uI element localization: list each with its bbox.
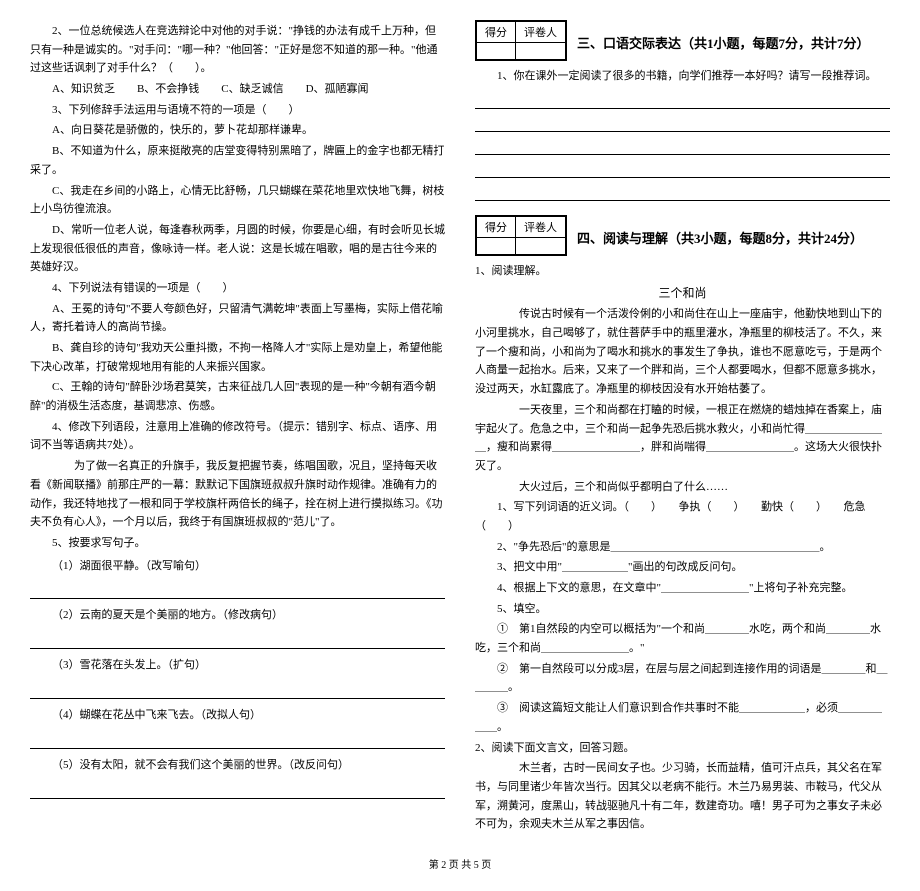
score-cell[interactable]: [477, 43, 516, 60]
reviewer-label: 评卷人: [516, 22, 566, 43]
q5-intro: 4、修改下列语段，注意用上准确的修改符号。（提示：错别字、标点、语序、用词不当等…: [30, 418, 445, 455]
q4-opt-b: B、龚自珍的诗句"我劝天公重抖擞，不拘一格降人才"实际上是劝皇上，希望他能下决心…: [30, 339, 445, 376]
answer-line[interactable]: [475, 161, 890, 178]
reviewer-label: 评卷人: [516, 216, 566, 237]
page-container: 2、一位总统候选人在竞选辩论中对他的对手说："挣钱的办法有成千上万种，但只有一种…: [30, 20, 890, 836]
reviewer-cell[interactable]: [516, 237, 566, 254]
score-box: 得分 评卷人: [475, 20, 567, 61]
page-footer: 第 2 页 共 5 页: [30, 856, 890, 871]
q4: 4、下列说法有错误的一项是（ ）: [30, 279, 445, 298]
q4-opt-c: C、王翰的诗句"醉卧沙场君莫笑，古来征战几人回"表现的是一种"今朝有酒今朝醉"的…: [30, 378, 445, 415]
q6-3: （3）雪花落在头发上。（扩句）: [30, 655, 445, 676]
r1-q5-3: ③ 阅读这篇短文能让人们意识到合作共事时不能＿＿＿＿＿＿，必须＿＿＿＿＿＿。: [475, 699, 890, 736]
r1-q2: 2、"争先恐后"的意思是＿＿＿＿＿＿＿＿＿＿＿＿＿＿＿＿＿＿＿。: [475, 538, 890, 557]
section-4-header: 得分 评卷人 四、阅读与理解（共3小题，每题8分，共计24分）: [475, 215, 890, 260]
q3-opt-a: A、向日葵花是骄傲的，快乐的，萝卜花却那样谦卑。: [30, 121, 445, 140]
q4-opt-a: A、王冕的诗句"不要人夸颜色好，只留清气满乾坤"表面上写墨梅，实际上借花喻人，寄…: [30, 300, 445, 337]
answer-line[interactable]: [30, 582, 445, 599]
reading-2: 2、阅读下面文言文，回答习题。: [475, 739, 890, 758]
q3-opt-b: B、不知道为什么，原来挺敞亮的店堂变得特别黑暗了，牌匾上的金字也都无精打采了。: [30, 142, 445, 179]
q5-body: 为了做一名真正的升旗手，我反复把握节奏，练唱国歌，况且，坚持每天收看《新闻联播》…: [30, 457, 445, 532]
score-box: 得分 评卷人: [475, 215, 567, 256]
answer-line[interactable]: [30, 682, 445, 699]
story-p3: 大火过后，三个和尚似乎都明白了什么……: [475, 478, 890, 497]
story-p2: 一天夜里，三个和尚都在打瞌的时候，一根正在燃烧的蜡烛掉在香案上，庙宇起火了。危急…: [475, 401, 890, 476]
q2-options: A、知识贫乏 B、不会挣钱 C、缺乏诚信 D、孤陋寡闻: [30, 80, 445, 99]
story-title: 三个和尚: [475, 284, 890, 301]
section-3-title: 三、口语交际表达（共1小题，每题7分，共计7分）: [577, 33, 870, 52]
answer-line[interactable]: [475, 115, 890, 132]
answer-line[interactable]: [30, 782, 445, 799]
r1-q5: 5、填空。: [475, 600, 890, 619]
r1-q5-2: ② 第一自然段可以分成3层，在层与层之间起到连接作用的词语是＿＿＿＿和＿＿＿＿。: [475, 660, 890, 697]
score-cell[interactable]: [477, 237, 516, 254]
story-p1: 传说古时候有一个活泼伶俐的小和尚住在山上一座庙宇，他勤快地到山下的小河里挑水，自…: [475, 305, 890, 398]
q2-intro: 2、一位总统候选人在竞选辩论中对他的对手说："挣钱的办法有成千上万种，但只有一种…: [30, 22, 445, 78]
r1-q4: 4、根据上下文的意思，在文章中"＿＿＿＿＿＿＿＿"上将句子补充完整。: [475, 579, 890, 598]
reviewer-cell[interactable]: [516, 43, 566, 60]
q3: 3、下列修辞手法运用与语境不符的一项是（ ）: [30, 101, 445, 120]
answer-line[interactable]: [475, 92, 890, 109]
left-column: 2、一位总统候选人在竞选辩论中对他的对手说："挣钱的办法有成千上万种，但只有一种…: [30, 20, 445, 836]
score-label: 得分: [477, 22, 516, 43]
score-label: 得分: [477, 216, 516, 237]
q3-opt-c: C、我走在乡间的小路上，心情无比舒畅，几只蝴蝶在菜花地里欢快地飞舞，树枝上小鸟彷…: [30, 182, 445, 219]
q3-opt-d: D、常听一位老人说，每逢春秋两季，月圆的时候，你要是心细，有时会听见长城上发现很…: [30, 221, 445, 277]
answer-line[interactable]: [30, 632, 445, 649]
r1-q5-1: ① 第1自然段的内空可以概括为"一个和尚＿＿＿＿水吃，两个和尚＿＿＿＿水吃，三个…: [475, 620, 890, 657]
r1-q3: 3、把文中用"＿＿＿＿＿＿"画出的句改成反问句。: [475, 558, 890, 577]
section-3-header: 得分 评卷人 三、口语交际表达（共1小题，每题7分，共计7分）: [475, 20, 890, 65]
q6-2: （2）云南的夏天是个美丽的地方。（修改病句）: [30, 605, 445, 626]
right-column: 得分 评卷人 三、口语交际表达（共1小题，每题7分，共计7分） 1、你在课外一定…: [475, 20, 890, 836]
answer-line[interactable]: [475, 138, 890, 155]
q6: 5、按要求写句子。: [30, 534, 445, 553]
reading-1: 1、阅读理解。: [475, 262, 890, 281]
answer-line[interactable]: [30, 732, 445, 749]
q6-5: （5）没有太阳，就不会有我们这个美丽的世界。（改反问句）: [30, 755, 445, 776]
q6-1: （1）湖面很平静。（改写喻句）: [30, 556, 445, 577]
answer-line[interactable]: [475, 184, 890, 201]
q6-4: （4）蝴蝶在花丛中飞来飞去。（改拟人句）: [30, 705, 445, 726]
sec3-question: 1、你在课外一定阅读了很多的书籍，向学们推荐一本好吗？请写一段推荐词。: [475, 67, 890, 86]
r1-q1: 1、写下列词语的近义词。（ ） 争执（ ） 勤快（ ） 危急（ ）: [475, 498, 890, 535]
section-4-title: 四、阅读与理解（共3小题，每题8分，共计24分）: [577, 228, 863, 247]
story-p4: 木兰者，古时一民间女子也。少习骑，长而益精，值可汗点兵，其父名在军书，与同里诸少…: [475, 759, 890, 834]
